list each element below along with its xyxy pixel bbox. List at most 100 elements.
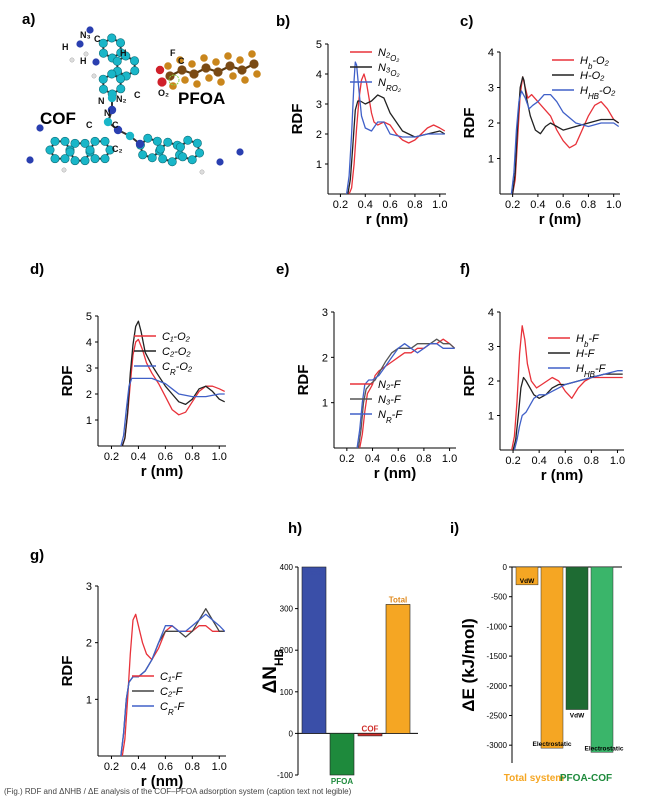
panel-f: f) 1 2 3 4 0.2 0.4 0.6 0.8 1.0 r (nm) RDF Hb-FH-F HHB… bbox=[460, 261, 625, 484]
fluorine-atom bbox=[253, 70, 261, 78]
y-tick-label: -2000 bbox=[487, 682, 508, 691]
y-tick-label: -1000 bbox=[487, 622, 508, 631]
carbon-atom bbox=[85, 145, 95, 155]
y-axis-label: ΔNHB bbox=[260, 648, 286, 693]
panel-g: g) 1 2 3 0.2 0.4 0.6 0.8 1.0 r (nm) RDF C₁-F C₂-F CR-… bbox=[30, 547, 227, 790]
y-tick-label: 1 bbox=[316, 159, 322, 171]
y-tick-label: 2 bbox=[316, 129, 322, 141]
hydrogen-atom bbox=[61, 167, 67, 173]
legend-entry: N₃O₂ bbox=[378, 62, 399, 78]
nitrogen-atom bbox=[135, 139, 145, 149]
carbon-atom bbox=[195, 148, 205, 158]
y-tick-label: 1 bbox=[488, 411, 494, 423]
carbon-atom bbox=[98, 38, 108, 48]
carbon-atom bbox=[90, 136, 100, 146]
carbon-atom bbox=[189, 69, 199, 79]
panel-c-label: c) bbox=[460, 13, 473, 30]
panel-d-label: d) bbox=[30, 261, 44, 278]
energy-bar-label: Electrostatic bbox=[584, 745, 623, 752]
carbon-atom bbox=[138, 150, 148, 160]
fluorine-atom bbox=[205, 74, 213, 82]
carbon-atom bbox=[165, 71, 175, 81]
atom-label: O₂ bbox=[158, 88, 169, 98]
carbon-atom bbox=[116, 84, 126, 94]
carbon-atom bbox=[98, 84, 108, 94]
energy-bar bbox=[590, 566, 614, 753]
x-tick-label: 1.0 bbox=[610, 455, 625, 467]
bar-pfoa bbox=[329, 733, 355, 776]
panel-d: d) 1 2 3 4 5 0.2 0.4 0.6 0.8 1.0 r (nm) RDF C₁-O₂ C₂-O… bbox=[30, 261, 227, 480]
legend-entry: CR-F bbox=[160, 701, 185, 717]
x-tick-label: 1.0 bbox=[432, 199, 447, 211]
energy-bar bbox=[565, 566, 589, 710]
carbon-atom bbox=[175, 142, 185, 152]
pfoa-label: PFOA bbox=[178, 89, 225, 108]
highlight-ring bbox=[168, 74, 180, 86]
atom-label: C₂ bbox=[112, 144, 123, 154]
series-line bbox=[511, 76, 620, 195]
atom-label: F bbox=[170, 48, 176, 58]
legend-entry: Hb-O₂ bbox=[580, 55, 610, 71]
y-tick-label: 2 bbox=[86, 638, 92, 650]
x-axis-label: r (nm) bbox=[374, 465, 417, 482]
carbon-atom bbox=[100, 136, 110, 146]
series-line bbox=[120, 377, 225, 447]
nitrogen-atom bbox=[26, 156, 34, 164]
cof-label: COF bbox=[40, 109, 76, 128]
series-line bbox=[511, 325, 623, 451]
carbon-atom bbox=[183, 135, 193, 145]
carbon-atom bbox=[125, 131, 135, 141]
carbon-atom bbox=[143, 133, 153, 143]
nitrogen-atom bbox=[76, 40, 84, 48]
y-axis-label: RDF bbox=[461, 366, 478, 397]
group-label: Total system bbox=[504, 773, 564, 784]
x-tick-label: 0.4 bbox=[131, 761, 146, 773]
carbon-atom bbox=[192, 138, 202, 148]
figure-caption: (Fig.) RDF and ΔNHB / ΔE analysis of the… bbox=[4, 787, 352, 796]
y-tick-label: 400 bbox=[280, 563, 294, 572]
fluorine-atom bbox=[241, 76, 249, 84]
nitrogen-atom bbox=[113, 125, 123, 135]
x-axis-label: r (nm) bbox=[141, 773, 184, 790]
carbon-atom bbox=[158, 154, 168, 164]
nitrogen-atom bbox=[236, 148, 244, 156]
series-line bbox=[356, 343, 455, 449]
atom-label: N₃ bbox=[80, 30, 91, 40]
fluorine-atom bbox=[188, 60, 196, 68]
nitrogen-atom bbox=[107, 105, 117, 115]
x-tick-label: 0.4 bbox=[532, 455, 547, 467]
fluorine-atom bbox=[224, 52, 232, 60]
carbon-atom bbox=[155, 144, 165, 154]
carbon-atom bbox=[130, 66, 140, 76]
y-tick-label: 3 bbox=[86, 581, 92, 593]
carbon-atom bbox=[225, 61, 235, 71]
legend-entry: HHB-F bbox=[576, 363, 607, 379]
nitrogen-atom bbox=[92, 58, 100, 66]
x-tick-label: 0.2 bbox=[505, 199, 520, 211]
carbon-atom bbox=[80, 156, 90, 166]
y-tick-label: 3 bbox=[322, 307, 328, 319]
y-tick-label: 3 bbox=[316, 99, 322, 111]
carbon-atom bbox=[60, 154, 70, 164]
y-tick-label: 1 bbox=[86, 694, 92, 706]
legend-entry: H-O₂ bbox=[580, 70, 605, 82]
legend-entry: H-F bbox=[576, 348, 596, 360]
fluorine-atom bbox=[200, 54, 208, 62]
y-tick-label: 2 bbox=[488, 118, 494, 130]
legend-entry: N₂O₂ bbox=[378, 47, 399, 63]
carbon-atom bbox=[147, 153, 157, 163]
x-tick-label: 1.0 bbox=[212, 451, 227, 463]
group-label: PFOA-COF bbox=[560, 773, 612, 784]
fluorine-atom bbox=[217, 78, 225, 86]
energy-bar-label: VdW bbox=[570, 713, 585, 720]
atom-label: N bbox=[98, 96, 105, 106]
panel-c: c) 1 2 3 4 0.2 0.4 0.6 0.8 1.0 r (nm) RDF Hb-O₂H-O₂ H… bbox=[460, 13, 621, 228]
series-line bbox=[121, 320, 225, 447]
carbon-atom bbox=[116, 74, 126, 84]
legend-entry: C₂-F bbox=[160, 686, 184, 698]
x-tick-label: 0.8 bbox=[185, 451, 200, 463]
y-tick-label: 2 bbox=[86, 389, 92, 401]
y-axis-label: RDF bbox=[59, 366, 76, 397]
panel-g-label: g) bbox=[30, 547, 44, 564]
fluorine-atom bbox=[236, 56, 244, 64]
